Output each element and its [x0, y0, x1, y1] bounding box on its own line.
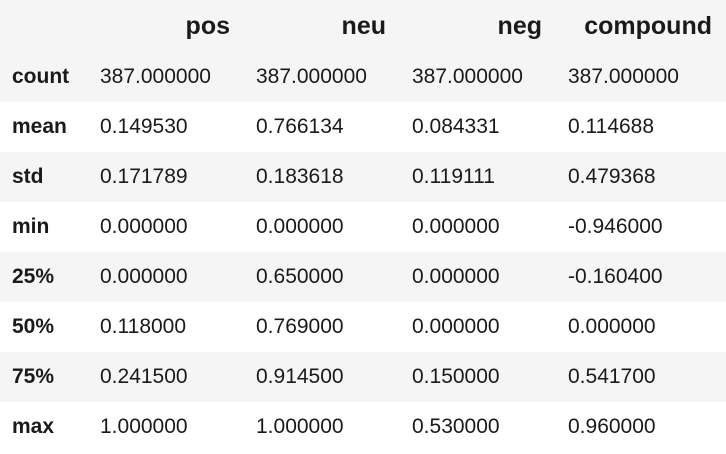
table-cell: 0.530000: [412, 415, 500, 438]
table-cell: 387.000000: [256, 65, 367, 88]
table-cell: 387.000000: [412, 65, 523, 88]
row-label: mean: [12, 115, 67, 138]
table-cell: 0.000000: [100, 215, 188, 238]
row-label: max: [12, 415, 55, 438]
header-row: pos neu neg compound: [0, 0, 726, 52]
table-cell: 0.479368: [568, 165, 656, 188]
table-cell: 0.241500: [100, 365, 188, 388]
row-label: 25%: [12, 265, 55, 288]
table-cell: 0.000000: [100, 265, 188, 288]
table-row: 25% 0.000000 0.650000 0.000000 -0.160400: [0, 252, 726, 302]
table-cell: 0.171789: [100, 165, 188, 188]
table-cell: 0.084331: [412, 115, 500, 138]
column-header-compound: compound: [584, 11, 712, 40]
table-cell: 0.000000: [412, 265, 500, 288]
table-cell: 0.000000: [256, 215, 344, 238]
table-cell: 0.118000: [100, 315, 187, 338]
table-cell: 0.000000: [412, 215, 500, 238]
table-row: 75% 0.241500 0.914500 0.150000 0.541700: [0, 352, 726, 402]
table-cell: 0.149530: [100, 115, 188, 138]
row-label: count: [12, 65, 70, 88]
column-header-neg: neg: [497, 11, 542, 40]
table-cell: 0.960000: [568, 415, 656, 438]
column-header-neu: neu: [341, 11, 386, 40]
table-cell: 387.000000: [100, 65, 211, 88]
table-cell: 1.000000: [100, 415, 188, 438]
table-cell: 387.000000: [568, 65, 679, 88]
table-cell: 0.183618: [256, 165, 344, 188]
table-cell: 0.114688: [568, 115, 655, 138]
table-cell: 0.769000: [256, 315, 344, 338]
table-cell: -0.946000: [568, 215, 663, 238]
table-cell: 1.000000: [256, 415, 344, 438]
table-cell: 0.150000: [412, 365, 500, 388]
table-row: std 0.171789 0.183618 0.119111 0.479368: [0, 152, 726, 202]
table-header: pos neu neg compound: [0, 0, 726, 52]
table-cell: 0.766134: [256, 115, 344, 138]
table-cell: 0.914500: [256, 365, 344, 388]
table-cell: 0.541700: [568, 365, 656, 388]
table-row: mean 0.149530 0.766134 0.084331 0.114688: [0, 102, 726, 152]
table-cell: 0.119111: [412, 165, 495, 188]
table-cell: 0.000000: [412, 315, 500, 338]
row-label: 50%: [12, 315, 55, 338]
row-label: 75%: [12, 365, 55, 388]
table-row: max 1.000000 1.000000 0.530000 0.960000: [0, 402, 726, 452]
table-body: count 387.000000 387.000000 387.000000 3…: [0, 52, 726, 452]
index-header: [0, 0, 88, 52]
table-row: 50% 0.118000 0.769000 0.000000 0.000000: [0, 302, 726, 352]
table-cell: -0.160400: [568, 265, 663, 288]
row-label: std: [12, 165, 44, 188]
table-cell: 0.650000: [256, 265, 344, 288]
column-header-pos: pos: [185, 11, 230, 40]
table-row: min 0.000000 0.000000 0.000000 -0.946000: [0, 202, 726, 252]
row-label: min: [12, 215, 50, 238]
table-cell: 0.000000: [568, 315, 656, 338]
table-row: count 387.000000 387.000000 387.000000 3…: [0, 52, 726, 102]
